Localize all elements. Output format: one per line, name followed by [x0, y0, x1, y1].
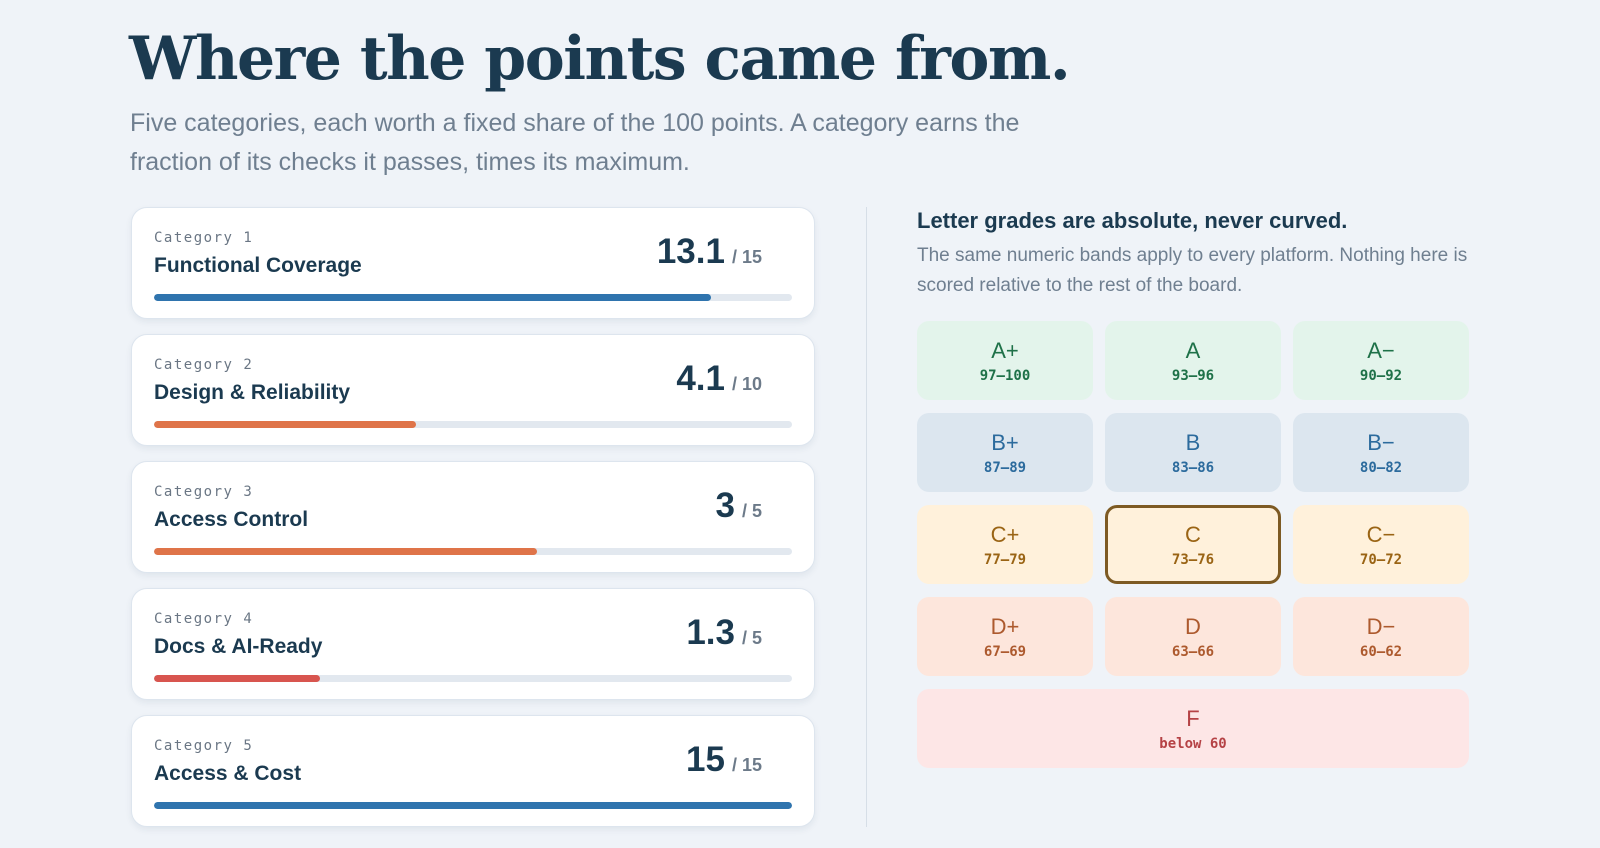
grade-band: A+ 97–100	[917, 321, 1093, 400]
category-name: Design & Reliability	[154, 381, 351, 404]
score-max: / 15	[731, 755, 762, 775]
grade-band-grid: A+ 97–100 A 93–96 A− 90–92 B+ 87–89 B 83–86 B…	[917, 321, 1470, 768]
grade-letter: D+	[990, 613, 1020, 639]
grade-band: C− 70–72	[1293, 505, 1469, 584]
category-card: Category 3 Access Control 3 / 5	[131, 461, 815, 573]
grade-band: B+ 87–89	[917, 413, 1093, 492]
grade-letter: B−	[1367, 429, 1395, 455]
progress-track	[154, 421, 792, 428]
category-name: Docs & AI-Ready	[154, 635, 323, 658]
grade-band: C 73–76	[1105, 505, 1281, 584]
grade-letter: B+	[991, 429, 1019, 455]
score-max: / 5	[741, 501, 762, 521]
score-max: / 10	[731, 374, 762, 394]
grade-range: 73–76	[1171, 551, 1215, 568]
grade-letter: C−	[1366, 521, 1396, 547]
category-card: Category 2 Design & Reliability 4.1 / 10	[131, 334, 815, 446]
score-max: / 5	[741, 628, 762, 648]
grade-range: 83–86	[1171, 459, 1215, 476]
category-name: Access & Cost	[154, 762, 302, 785]
grade-band: D− 60–62	[1293, 597, 1469, 676]
score-value: 4.1	[676, 359, 725, 398]
score-value: 3	[715, 486, 735, 525]
grade-band: A 93–96	[1105, 321, 1281, 400]
grade-letter: C+	[990, 521, 1020, 547]
grades-heading: Letter grades are absolute, never curved…	[917, 208, 1348, 233]
category-list: Category 1 Functional Coverage 13.1 / 15…	[131, 207, 815, 842]
score-value: 15	[686, 740, 725, 779]
grade-letter: A−	[1367, 337, 1395, 363]
page-title: Where the points came from.	[129, 24, 1071, 94]
category-name: Access Control	[154, 508, 309, 531]
category-label: Category 5	[154, 738, 254, 754]
category-card: Category 5 Access & Cost 15 / 15	[131, 715, 815, 827]
grade-letter: D−	[1366, 613, 1396, 639]
category-score: 15 / 15	[686, 740, 762, 780]
category-label: Category 1	[154, 230, 254, 246]
category-label: Category 4	[154, 611, 254, 627]
category-name: Functional Coverage	[154, 254, 362, 277]
category-score: 1.3 / 5	[686, 613, 762, 653]
grade-range: 60–62	[1359, 643, 1403, 660]
progress-fill	[154, 294, 711, 301]
grade-letter: F	[1186, 705, 1200, 731]
progress-fill	[154, 675, 320, 682]
grade-range: 87–89	[983, 459, 1027, 476]
score-value: 13.1	[656, 232, 725, 271]
category-score: 3 / 5	[716, 486, 762, 526]
progress-fill	[154, 802, 792, 809]
grade-range: 63–66	[1171, 643, 1215, 660]
grade-band: A− 90–92	[1293, 321, 1469, 400]
category-label: Category 3	[154, 484, 254, 500]
progress-fill	[154, 421, 416, 428]
grade-band: D+ 67–69	[917, 597, 1093, 676]
grade-range: 90–92	[1359, 367, 1403, 384]
progress-track	[154, 294, 792, 301]
grade-range: 67–69	[983, 643, 1027, 660]
grade-band: C+ 77–79	[917, 505, 1093, 584]
grade-letter: C	[1185, 521, 1201, 547]
category-label: Category 2	[154, 357, 254, 373]
category-card: Category 1 Functional Coverage 13.1 / 15	[131, 207, 815, 319]
progress-track	[154, 675, 792, 682]
grade-band: D 63–66	[1105, 597, 1281, 676]
score-max: / 15	[731, 247, 762, 267]
progress-track	[154, 802, 792, 809]
grade-letter: B	[1185, 429, 1201, 455]
grade-letter: A	[1185, 337, 1201, 363]
grades-description: The same numeric bands apply to every pl…	[917, 245, 1468, 296]
grade-letter: A+	[991, 337, 1019, 363]
grade-range: 70–72	[1359, 551, 1403, 568]
grade-band: B 83–86	[1105, 413, 1281, 492]
column-divider	[866, 207, 867, 827]
category-score: 13.1 / 15	[657, 232, 762, 272]
progress-track	[154, 548, 792, 555]
grade-range: 77–79	[983, 551, 1027, 568]
grade-range: 97–100	[979, 367, 1031, 384]
grade-range: below 60	[1159, 735, 1227, 752]
page-subtitle: Five categories, each worth a fixed shar…	[130, 109, 1020, 176]
grade-letter: D	[1185, 613, 1201, 639]
grade-range: 80–82	[1359, 459, 1403, 476]
grade-range: 93–96	[1171, 367, 1215, 384]
category-card: Category 4 Docs & AI-Ready 1.3 / 5	[131, 588, 815, 700]
progress-fill	[154, 548, 537, 555]
grade-band: B− 80–82	[1293, 413, 1469, 492]
score-value: 1.3	[686, 613, 735, 652]
category-score: 4.1 / 10	[676, 359, 762, 399]
